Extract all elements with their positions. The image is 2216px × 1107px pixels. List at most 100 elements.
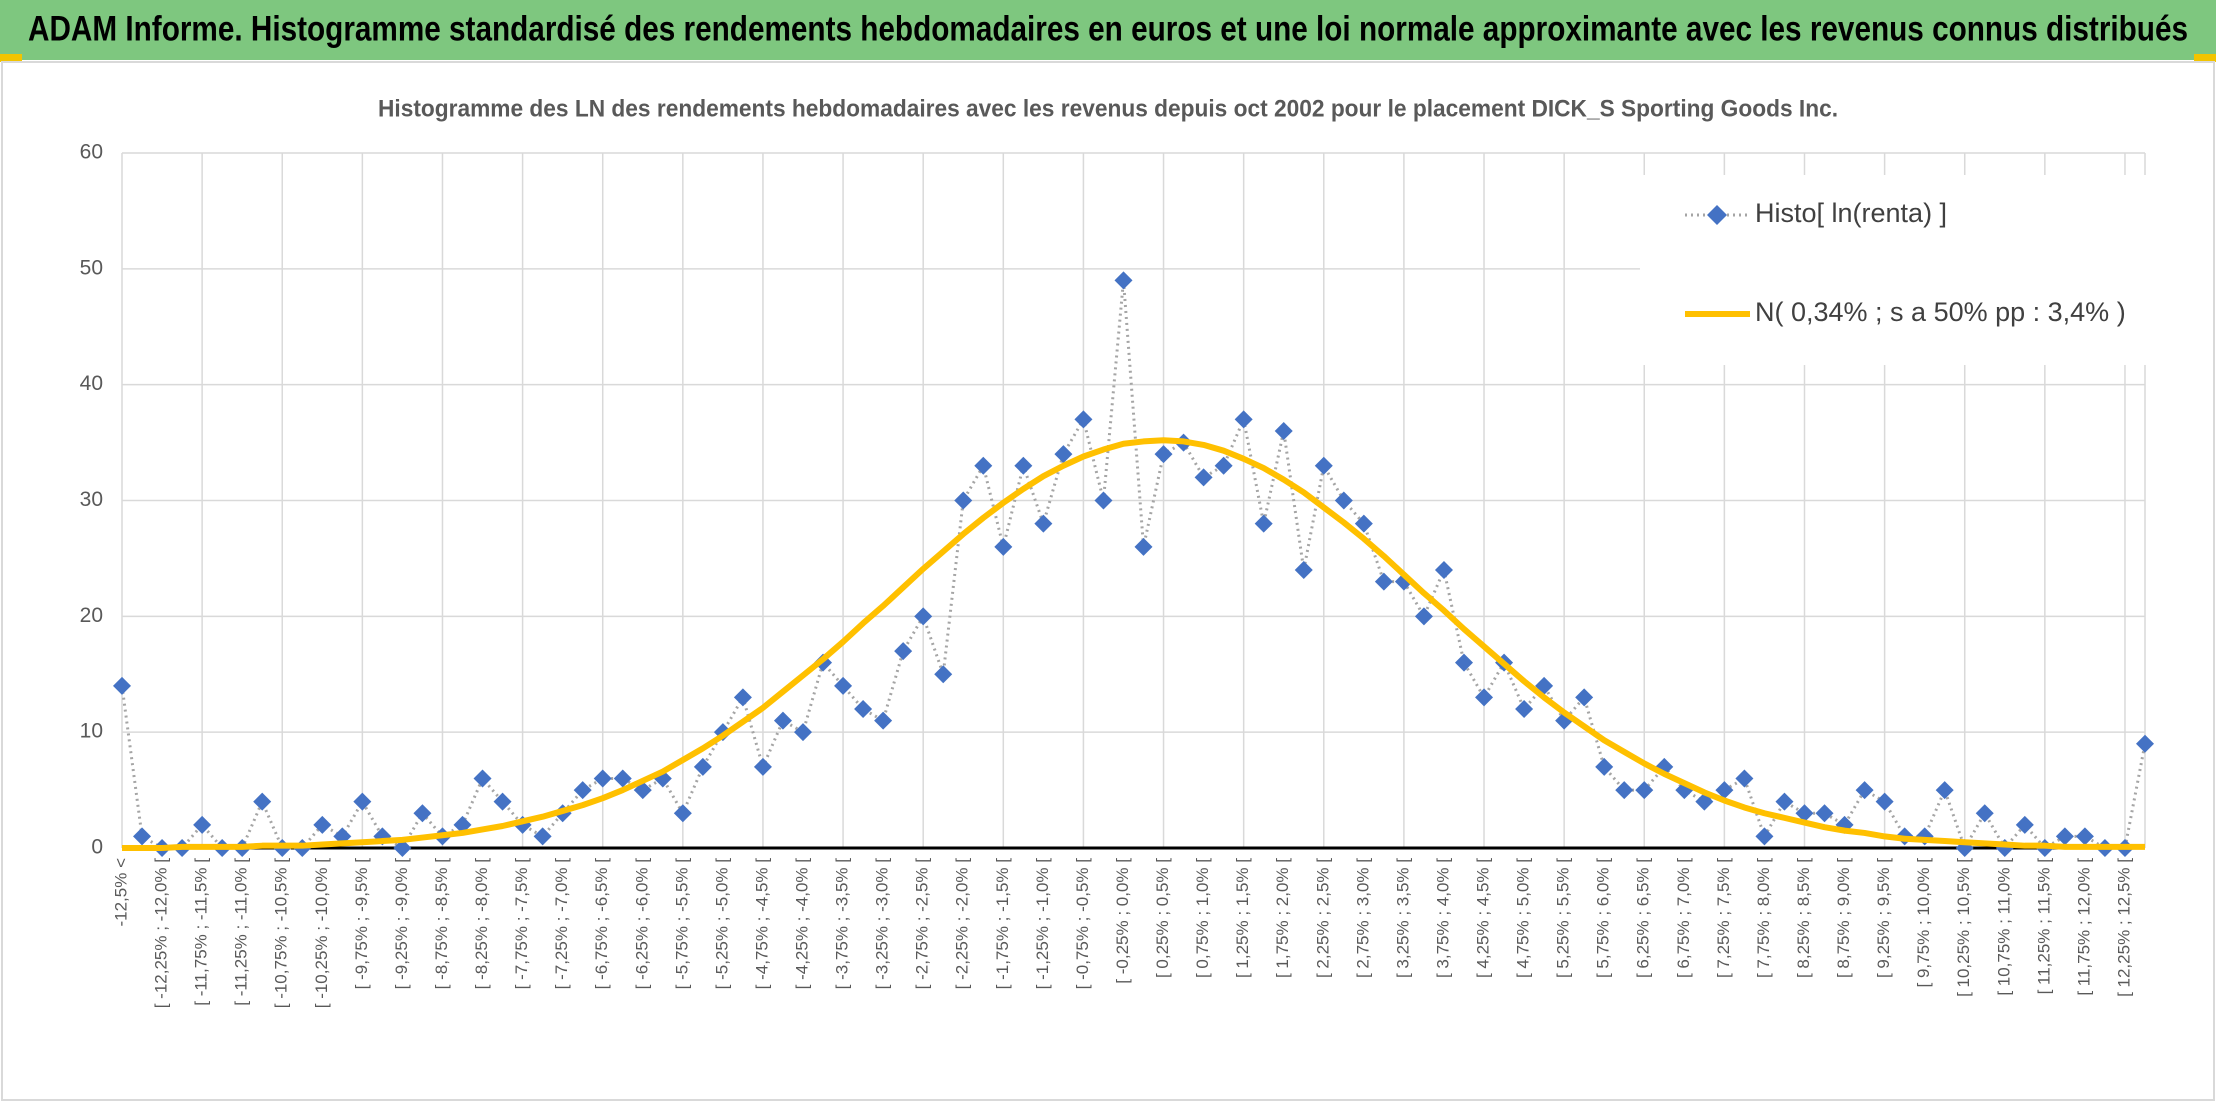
x-tick-label: -12,5% < <box>111 858 130 927</box>
data-point <box>1354 514 1373 533</box>
data-point <box>753 757 772 776</box>
x-tick-label: [ 6,75% ; 7,0% [ <box>1674 858 1693 978</box>
x-tick-label: [ -8,75% ; -8,5% [ <box>432 858 451 990</box>
x-tick-label: [ 4,25% ; 4,5% [ <box>1474 858 1493 978</box>
x-tick-label: [ 10,25% ; 10,5% [ <box>1954 858 1973 997</box>
data-point <box>613 769 632 788</box>
data-point <box>1254 514 1273 533</box>
y-tick-label: 60 <box>80 141 103 164</box>
data-point <box>1114 271 1133 290</box>
data-point <box>1755 827 1774 846</box>
data-point <box>1374 572 1393 591</box>
x-tick-label: [ 10,75% ; 11,0% [ <box>1994 858 2013 996</box>
data-point <box>193 815 212 834</box>
data-point <box>1014 456 1033 475</box>
y-tick-label: 20 <box>80 604 103 627</box>
data-point <box>1475 688 1494 707</box>
data-point <box>1715 781 1734 800</box>
data-point <box>253 792 272 811</box>
plot-area <box>113 271 2154 857</box>
data-point <box>1294 561 1313 579</box>
data-point <box>994 537 1013 556</box>
chart-frame <box>1 61 2215 1101</box>
x-tick-label: [ -9,25% ; -9,0% [ <box>392 858 411 990</box>
data-point <box>934 665 953 684</box>
x-tick-label: [ -2,75% ; -2,5% [ <box>913 858 932 990</box>
data-point <box>954 491 973 510</box>
x-tick-label: [ 8,75% ; 9,0% [ <box>1834 858 1853 978</box>
x-tick-label: [ 11,25% ; 11,5% [ <box>2034 858 2053 995</box>
data-point <box>2015 815 2034 834</box>
data-point <box>473 769 492 788</box>
data-point <box>2075 827 2094 846</box>
x-tick-label: [ 0,25% ; 0,5% [ <box>1153 858 1172 978</box>
x-tick-label: [ -12,25% ; -12,0% [ <box>152 858 171 1009</box>
x-tick-label: [ -3,75% ; -3,5% [ <box>833 858 852 990</box>
x-tick-label: [ -10,25% ; -10,0% [ <box>312 858 331 1009</box>
data-point <box>2136 734 2154 753</box>
legend-label: Histo[ ln(renta) ] <box>1755 198 1947 228</box>
y-tick-label: 30 <box>80 488 103 511</box>
data-point <box>1575 688 1594 707</box>
x-tick-label: [ -2,25% ; -2,0% [ <box>953 858 972 990</box>
data-point <box>313 815 332 834</box>
data-point <box>673 804 692 823</box>
x-tick-label: [ 9,75% ; 10,0% [ <box>1914 858 1933 988</box>
data-point <box>1975 804 1994 823</box>
data-point <box>113 676 131 695</box>
y-tick-label: 50 <box>80 256 103 279</box>
data-point <box>1595 757 1614 776</box>
x-tick-label: [ -4,25% ; -4,0% [ <box>792 858 811 990</box>
x-tick-label: [ 12,25% ; 12,5% [ <box>2114 858 2133 997</box>
data-point <box>1194 468 1213 487</box>
data-point <box>493 792 512 811</box>
y-tick-label: 40 <box>80 372 103 395</box>
banner <box>0 0 2216 60</box>
data-point <box>1334 491 1353 510</box>
banner-corner <box>0 54 22 62</box>
x-tick-label: [ -5,25% ; -5,0% [ <box>712 858 731 990</box>
data-point <box>413 804 432 823</box>
data-point <box>794 723 813 742</box>
data-point <box>533 827 552 846</box>
data-point <box>874 711 893 730</box>
data-point <box>1635 781 1654 800</box>
data-point <box>1434 561 1453 579</box>
data-point <box>1795 804 1814 823</box>
data-point <box>1054 445 1073 464</box>
x-tick-label: [ 7,75% ; 8,0% [ <box>1754 858 1773 978</box>
data-point <box>1815 804 1834 823</box>
x-tick-label: [ -7,75% ; -7,5% [ <box>512 858 531 990</box>
x-tick-label: [ -11,25% ; -11,0% [ <box>232 858 251 1006</box>
data-point <box>854 700 873 718</box>
x-tick-label: [ 8,25% ; 8,5% [ <box>1794 858 1813 978</box>
data-point <box>1615 781 1634 800</box>
x-tick-label: [ 1,25% ; 1,5% [ <box>1233 858 1252 978</box>
data-point <box>1134 537 1153 556</box>
x-tick-label: [ 9,25% ; 9,5% [ <box>1874 858 1893 978</box>
x-tick-label: [ 2,25% ; 2,5% [ <box>1313 858 1332 978</box>
data-point <box>1314 456 1333 475</box>
data-point <box>2055 827 2074 846</box>
data-point <box>1414 607 1433 626</box>
x-tick-label: [ -5,75% ; -5,5% [ <box>672 858 691 990</box>
banner-title: ADAM Informe. Histogramme standardisé de… <box>28 9 2188 48</box>
grid: 0 10 20 30 40 50 60 -12,5% < [ -12,25% ; -12,0% … <box>80 141 2146 1009</box>
legend: Histo[ ln(renta) ] N( 0,34% ; s a 50% pp … <box>1640 175 2160 365</box>
data-point <box>353 792 372 811</box>
x-tick-label: [ -0,25% ; 0,0% [ <box>1113 858 1132 984</box>
data-point <box>573 781 592 800</box>
data-point <box>1515 700 1534 718</box>
x-tick-label: [ 6,25% ; 6,5% [ <box>1634 858 1653 978</box>
data-point <box>133 827 152 846</box>
x-tick-label: [ 1,75% ; 2,0% [ <box>1273 858 1292 978</box>
x-tick-label: [ -3,25% ; -3,0% [ <box>873 858 892 990</box>
y-tick-label: 10 <box>80 720 103 743</box>
x-tick-label: [ -6,75% ; -6,5% [ <box>592 858 611 990</box>
x-tick-label: [ -11,75% ; -11,5% [ <box>192 858 211 1006</box>
legend-box <box>1640 175 2160 365</box>
x-tick-label: [ -7,25% ; -7,0% [ <box>552 858 571 990</box>
chart-title: Histogramme des LN des rendements hebdom… <box>378 95 1838 122</box>
x-tick-label: [ 4,75% ; 5,0% [ <box>1514 858 1533 978</box>
